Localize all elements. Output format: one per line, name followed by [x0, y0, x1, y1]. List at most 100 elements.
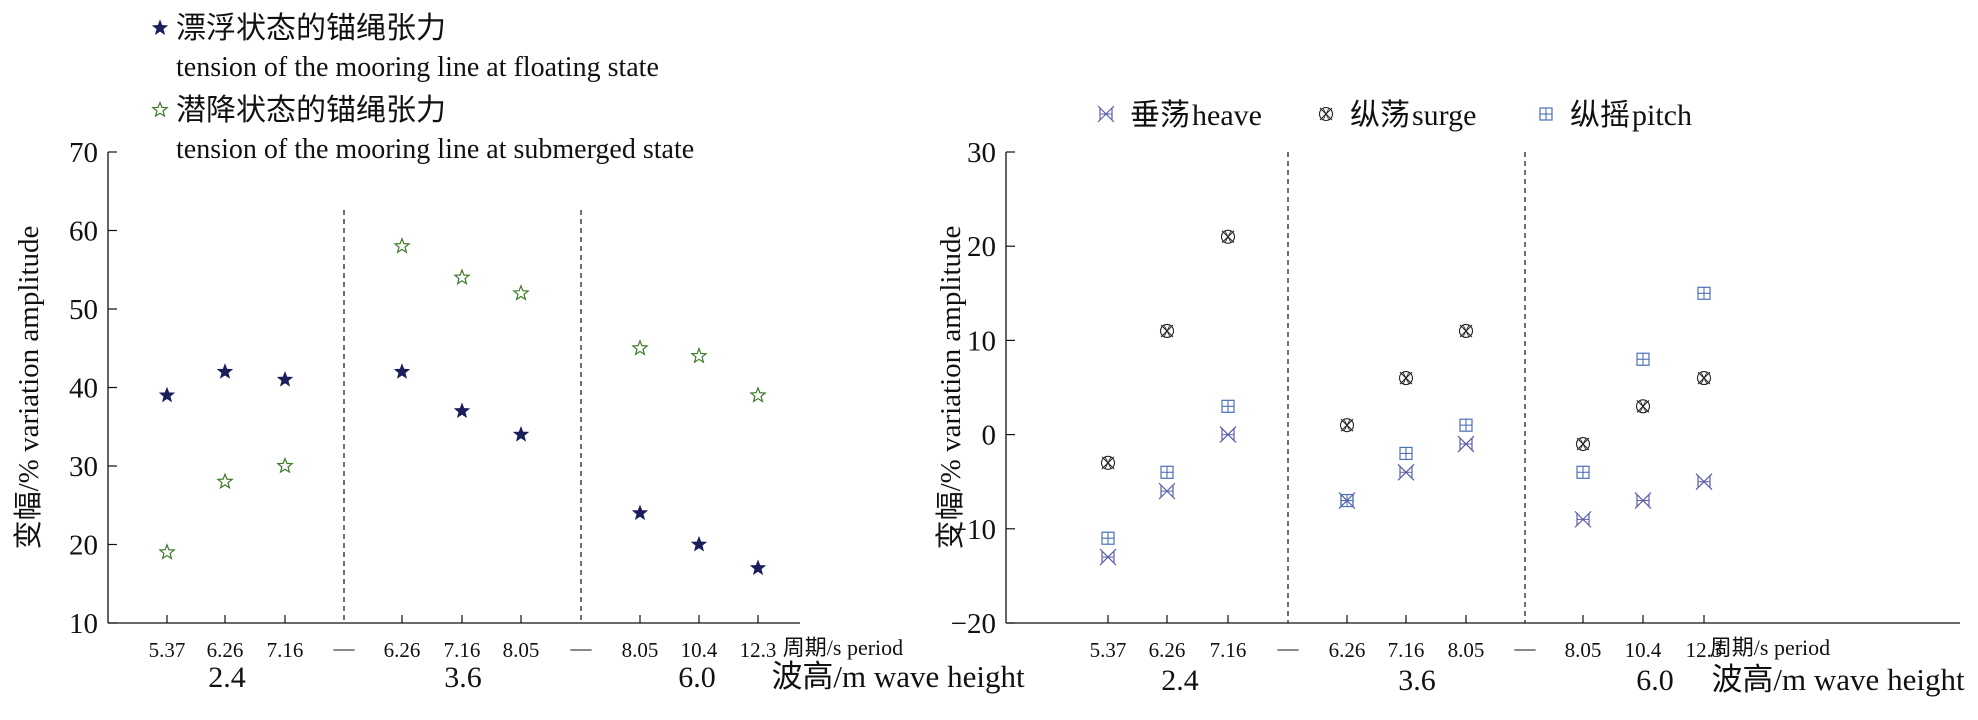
data-point [453, 268, 471, 286]
chart-2: −20 −10 0 10 20 30 变幅/% variation amplitude 5.3… [934, 99, 1965, 697]
y-tick-label: 20 [967, 231, 996, 263]
data-point [1160, 465, 1174, 479]
series-3 [1101, 286, 1711, 545]
group-separator-dash: — [570, 636, 593, 660]
data-point-shape [276, 371, 294, 387]
data-point-shape [1579, 437, 1587, 451]
group-separator-dash: — [1514, 636, 1537, 660]
data-point [1100, 455, 1116, 470]
data-point [1158, 482, 1176, 500]
data-point [1339, 418, 1355, 433]
data-point-shape [1696, 371, 1712, 386]
series-2 [158, 237, 767, 560]
x-tick-label: 6.26 [384, 638, 421, 662]
legend-label-cn: 漂浮状态的锚绳张力 [176, 12, 446, 45]
data-point [512, 425, 530, 442]
x-axis-height-label: 波高/m wave height [771, 659, 1025, 694]
data-point [1636, 352, 1650, 366]
data-point-shape [393, 237, 411, 254]
legend-label-cn: 纵摇 [1570, 99, 1630, 132]
data-point [1398, 371, 1414, 386]
data-point-shape [158, 386, 176, 403]
data-point-shape [1343, 419, 1351, 432]
legend-marker [151, 100, 169, 118]
data-point [393, 237, 411, 254]
group-separator-dash: — [333, 636, 356, 660]
group-separator-dash: — [1277, 636, 1300, 660]
data-point-shape [690, 346, 708, 364]
x-tick-label: 8.05 [503, 638, 540, 662]
data-point-shape [512, 284, 530, 301]
legend-marker [1539, 107, 1553, 121]
legend-label-en: tension of the mooring line at floating … [176, 52, 659, 83]
data-point [1574, 510, 1592, 528]
series-1 [158, 363, 767, 576]
data-point [393, 363, 411, 379]
data-point [1635, 399, 1651, 414]
series-1 [1099, 426, 1713, 566]
legend-label-en: heave [1192, 99, 1262, 132]
data-point [1399, 446, 1413, 461]
data-point-shape [1159, 323, 1175, 339]
data-point-shape [1462, 324, 1470, 338]
x-tick-label: 5.37 [1090, 638, 1127, 662]
data-point-shape [1220, 229, 1236, 244]
data-point-shape [1163, 324, 1171, 338]
data-point-shape [276, 456, 294, 474]
y-tick-label: 60 [69, 216, 98, 248]
legend-marker [1097, 105, 1115, 123]
data-point-shape [453, 402, 471, 419]
x-tick-label: 7.16 [267, 638, 304, 662]
x-tick-label: 6.26 [207, 638, 244, 662]
wave-height-label: 6.0 [1636, 664, 1674, 697]
data-point [690, 535, 708, 552]
x-tick-label: 10.4 [681, 638, 718, 662]
legend-label-en: surge [1412, 99, 1476, 132]
data-point-shape [1224, 230, 1232, 243]
data-point [1459, 418, 1473, 432]
legend-marker [151, 19, 169, 35]
x-tick-label: 8.05 [1448, 638, 1485, 662]
data-point-shape [631, 504, 649, 521]
data-point-shape [158, 543, 176, 560]
data-point [631, 504, 649, 521]
y-tick-label: 70 [69, 137, 98, 169]
y-tick-label: 50 [69, 294, 98, 326]
x-axis-period-label: 周期/s period [783, 635, 903, 660]
data-point [1159, 323, 1175, 339]
data-point [216, 472, 234, 490]
wave-height-label: 2.4 [1161, 664, 1199, 697]
x-tick-label: 12.3 [1686, 638, 1723, 662]
data-point-shape [1100, 455, 1116, 470]
data-point [158, 543, 176, 560]
data-point [1458, 323, 1474, 339]
legend-label-en: pitch [1632, 99, 1692, 132]
x-tick-label: 5.37 [149, 638, 186, 662]
data-point-shape [216, 472, 234, 490]
y-tick-label: 0 [982, 420, 997, 452]
data-point-shape [749, 386, 767, 403]
data-point-shape [631, 339, 649, 356]
x-axis-period-label: 周期/s period [1710, 635, 1830, 660]
series-2 [1100, 229, 1712, 470]
data-point [690, 346, 708, 364]
data-point [216, 363, 234, 379]
data-point [453, 402, 471, 419]
x-tick-label: 6.26 [1149, 638, 1186, 662]
data-point-shape [1398, 371, 1414, 386]
data-point-shape [1635, 399, 1651, 414]
x-tick-label: 10.4 [1625, 638, 1662, 662]
data-point-shape [690, 535, 708, 552]
data-point [276, 456, 294, 474]
x-tick-label: 7.16 [1210, 638, 1247, 662]
data-point [1695, 473, 1713, 491]
y-tick-label: 10 [69, 608, 98, 640]
legend-label-cn: 垂荡 [1130, 99, 1190, 132]
data-point-shape [1458, 323, 1474, 339]
data-point [1220, 229, 1236, 244]
legend-marker-shape [151, 19, 169, 35]
data-point-shape [1402, 371, 1410, 385]
data-point-shape [1575, 436, 1591, 452]
wave-height-label: 3.6 [444, 661, 482, 694]
y-tick-label: 30 [967, 137, 996, 169]
